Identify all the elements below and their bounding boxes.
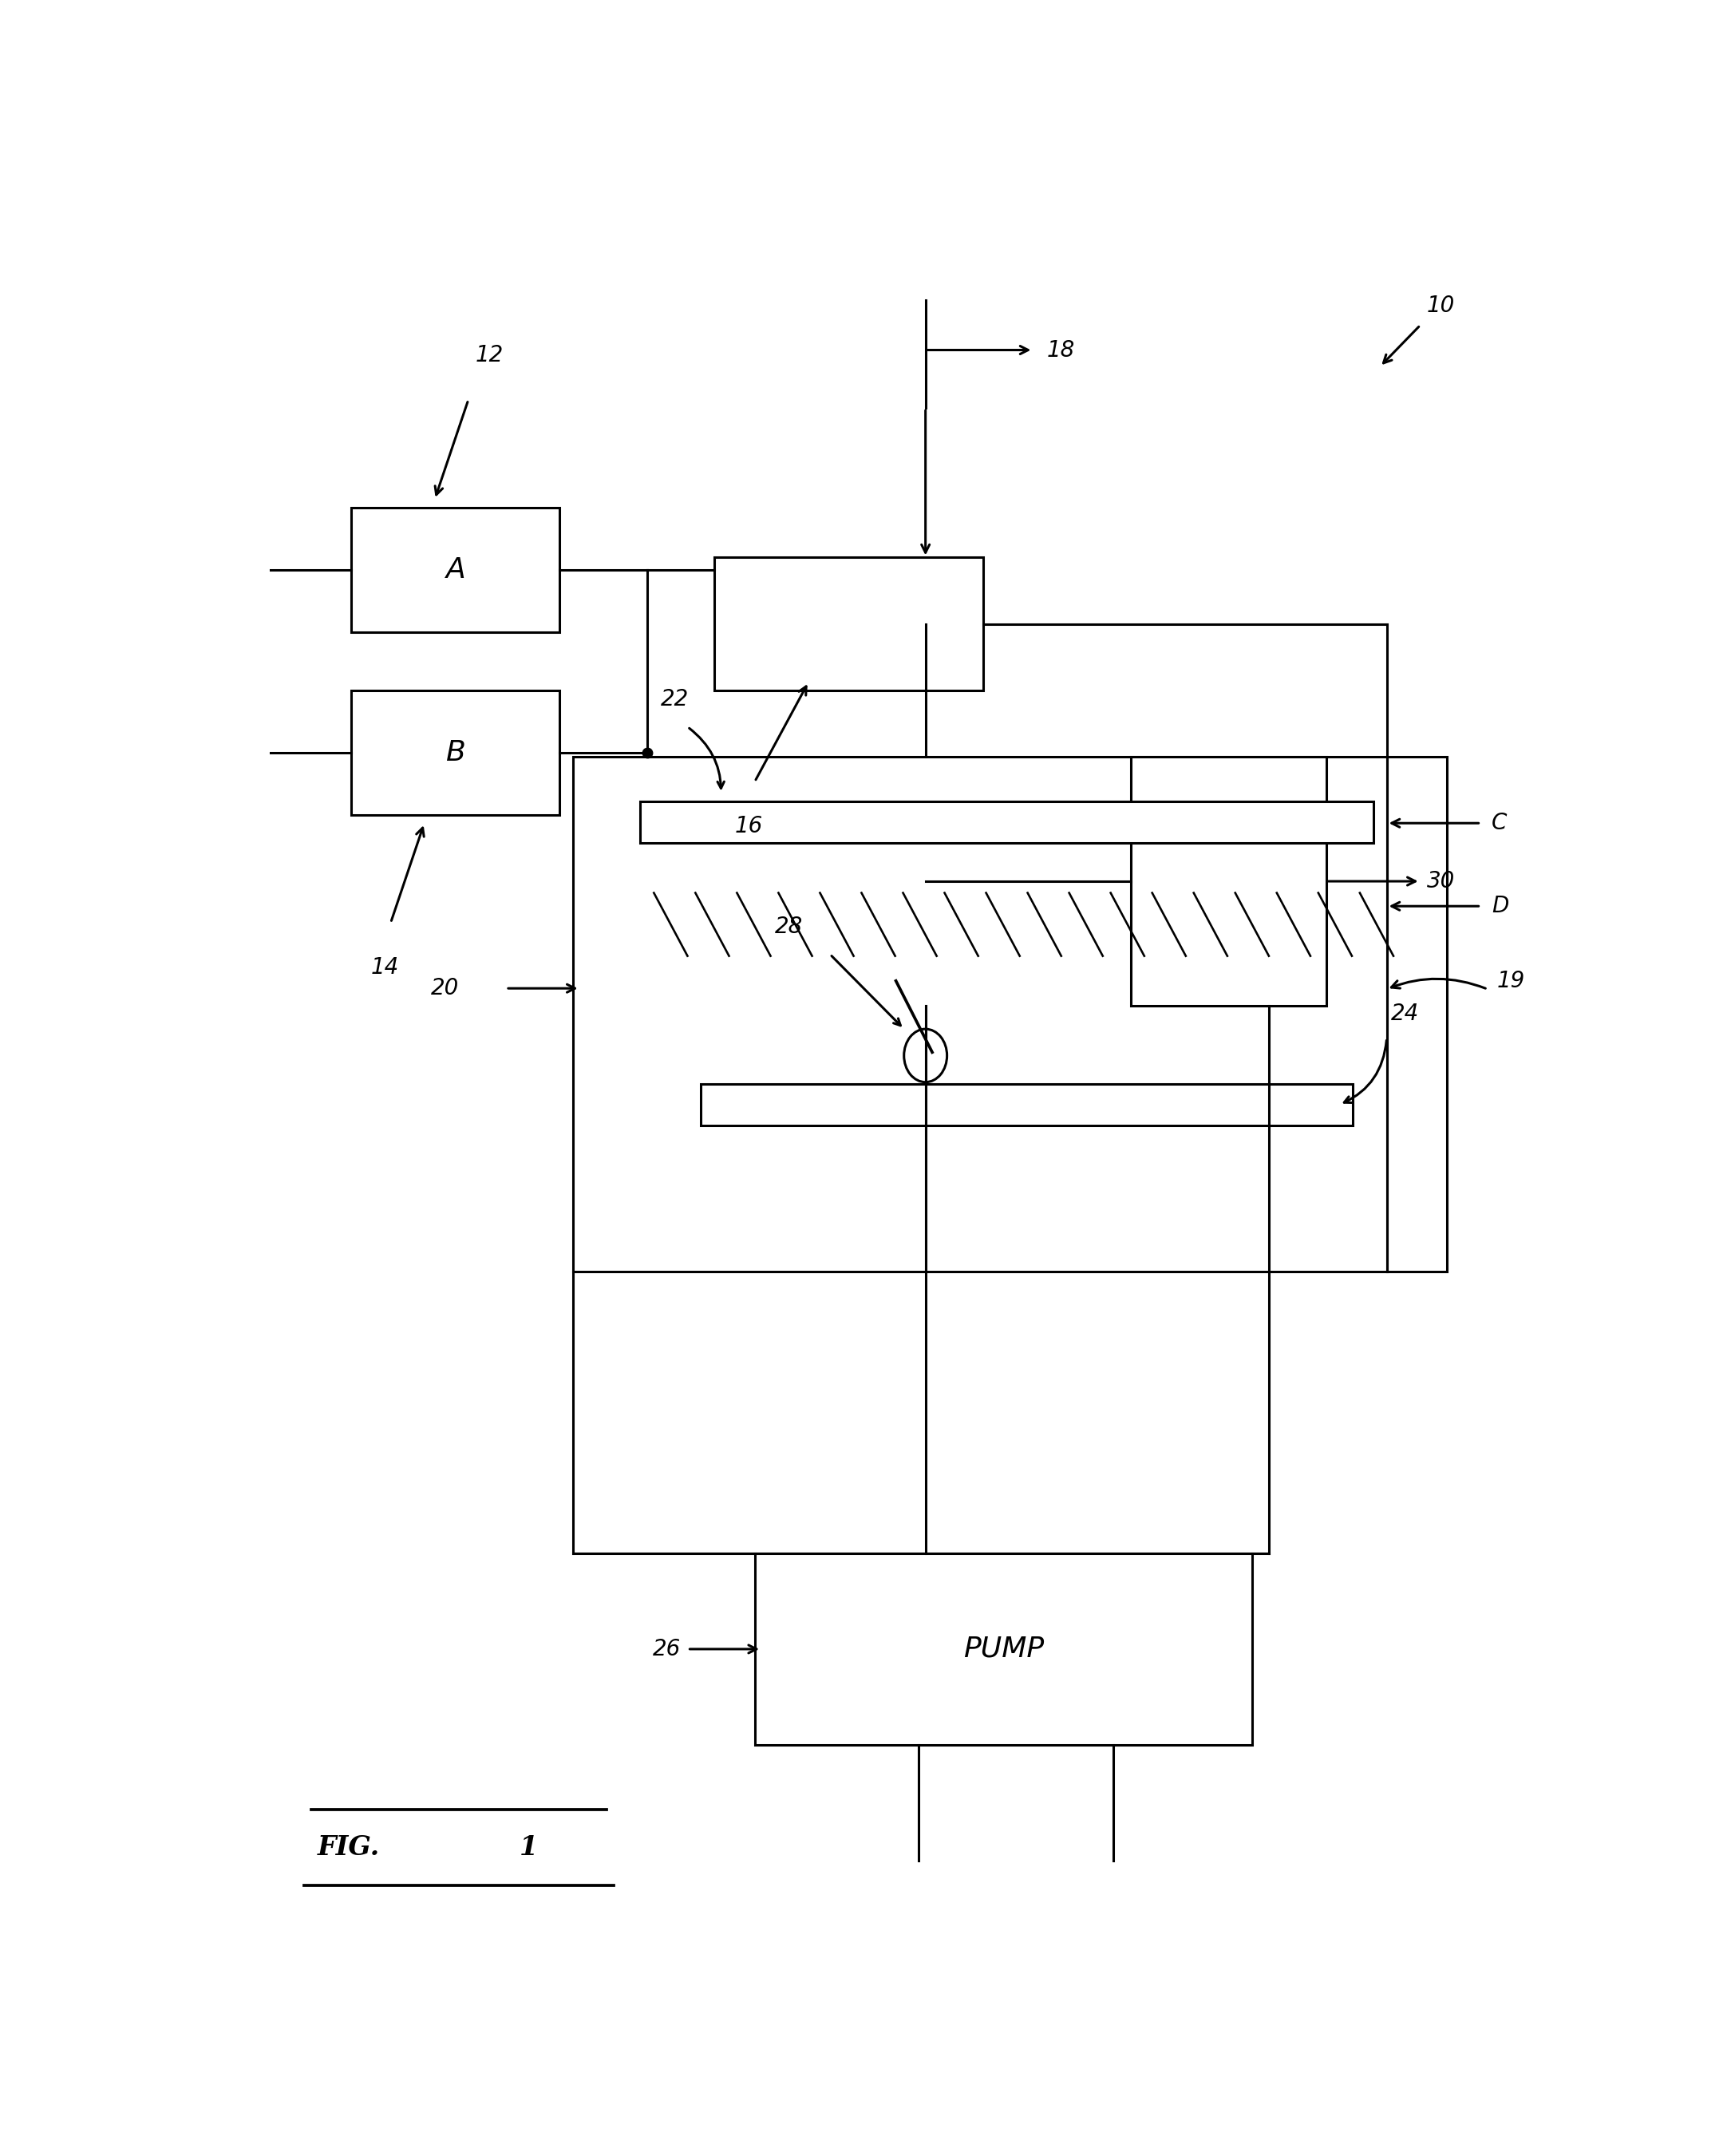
Text: C: C bbox=[1492, 813, 1508, 834]
Text: 1: 1 bbox=[519, 1835, 538, 1861]
Text: 19: 19 bbox=[1497, 970, 1525, 992]
Text: 26: 26 bbox=[652, 1639, 680, 1660]
Bar bbox=[755, 1554, 1253, 1744]
Text: 10: 10 bbox=[1428, 295, 1456, 317]
Bar bbox=[350, 509, 560, 632]
Text: 16: 16 bbox=[734, 815, 763, 837]
Bar bbox=[640, 802, 1374, 843]
Text: B: B bbox=[446, 740, 465, 765]
Text: A: A bbox=[446, 556, 465, 584]
Text: 30: 30 bbox=[1428, 871, 1456, 893]
Bar bbox=[701, 1084, 1353, 1125]
Bar bbox=[573, 757, 1447, 1272]
Text: D: D bbox=[1492, 895, 1509, 916]
Text: 24: 24 bbox=[1391, 1003, 1419, 1024]
Text: 18: 18 bbox=[1046, 338, 1074, 362]
Bar bbox=[350, 690, 560, 815]
Text: 22: 22 bbox=[661, 688, 689, 709]
Text: 14: 14 bbox=[371, 955, 399, 979]
Text: 12: 12 bbox=[475, 345, 503, 367]
Text: 20: 20 bbox=[430, 977, 458, 1000]
Text: 28: 28 bbox=[776, 916, 803, 938]
Text: FIG.: FIG. bbox=[318, 1835, 380, 1861]
Bar bbox=[1131, 757, 1326, 1005]
Text: PUMP: PUMP bbox=[963, 1636, 1044, 1662]
Bar bbox=[715, 558, 984, 690]
